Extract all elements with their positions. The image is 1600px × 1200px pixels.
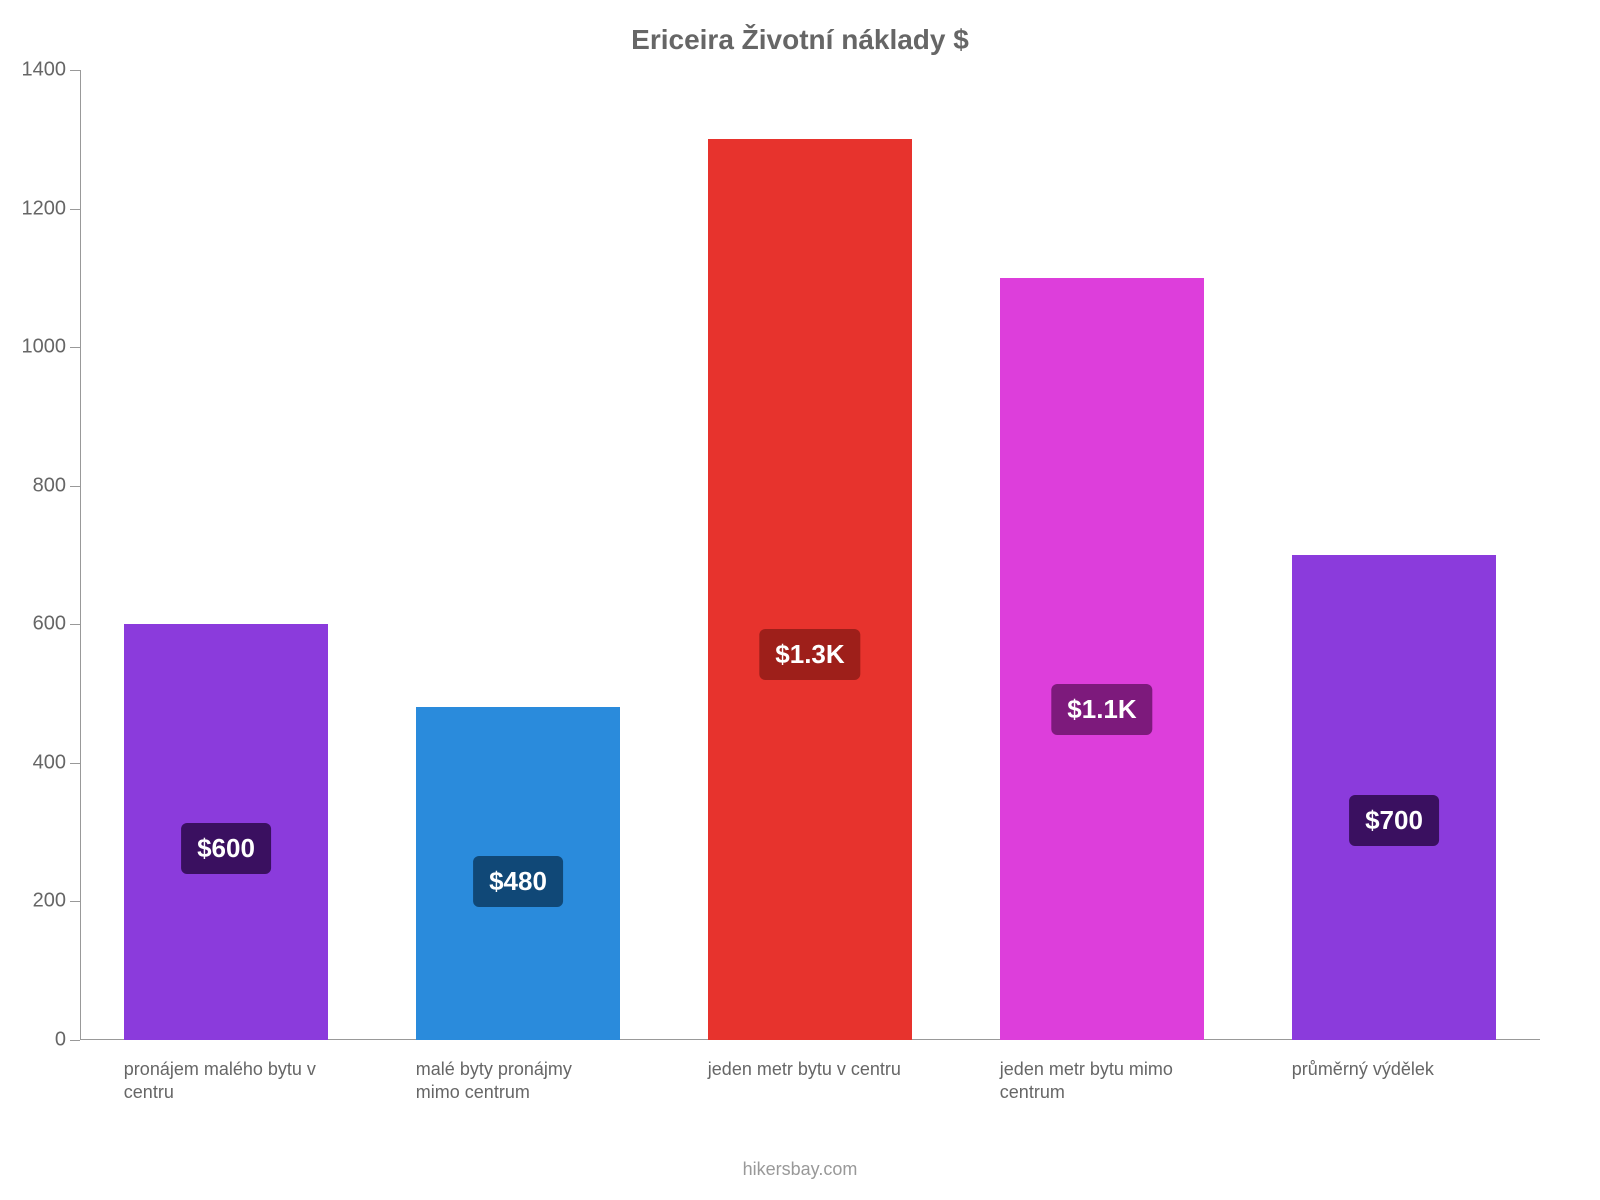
x-category-label: pronájem malého bytu v centru — [124, 1058, 328, 1105]
y-tick-label: 200 — [33, 890, 80, 913]
y-tick-label: 0 — [55, 1029, 80, 1052]
y-tick-label: 400 — [33, 751, 80, 774]
y-tick-label: 1200 — [22, 197, 81, 220]
bar-value-badge: $1.1K — [1051, 684, 1152, 735]
bar: $600 — [124, 624, 328, 1040]
attribution-text: hikersbay.com — [0, 1159, 1600, 1180]
chart-title: Ericeira Životní náklady $ — [0, 24, 1600, 56]
y-tick-label: 1000 — [22, 336, 81, 359]
chart-container: Ericeira Životní náklady $ 0200400600800… — [0, 0, 1600, 1200]
y-tick-label: 800 — [33, 474, 80, 497]
x-category-label: jeden metr bytu mimo centrum — [1000, 1058, 1204, 1105]
bar: $700 — [1292, 555, 1496, 1040]
bar: $1.1K — [1000, 278, 1204, 1040]
bar: $1.3K — [708, 139, 912, 1040]
bar-value-badge: $1.3K — [759, 629, 860, 680]
y-tick-label: 600 — [33, 613, 80, 636]
bar-value-badge: $700 — [1349, 795, 1439, 846]
y-tick-label: 1400 — [22, 59, 81, 82]
bar: $480 — [416, 707, 620, 1040]
bar-value-badge: $600 — [181, 823, 271, 874]
x-category-label: jeden metr bytu v centru — [708, 1058, 912, 1081]
bar-value-badge: $480 — [473, 856, 563, 907]
plot-area: 0200400600800100012001400$600pronájem ma… — [80, 70, 1540, 1040]
x-category-label: průměrný výdělek — [1292, 1058, 1496, 1081]
x-category-label: malé byty pronájmy mimo centrum — [416, 1058, 620, 1105]
y-axis — [80, 70, 81, 1040]
